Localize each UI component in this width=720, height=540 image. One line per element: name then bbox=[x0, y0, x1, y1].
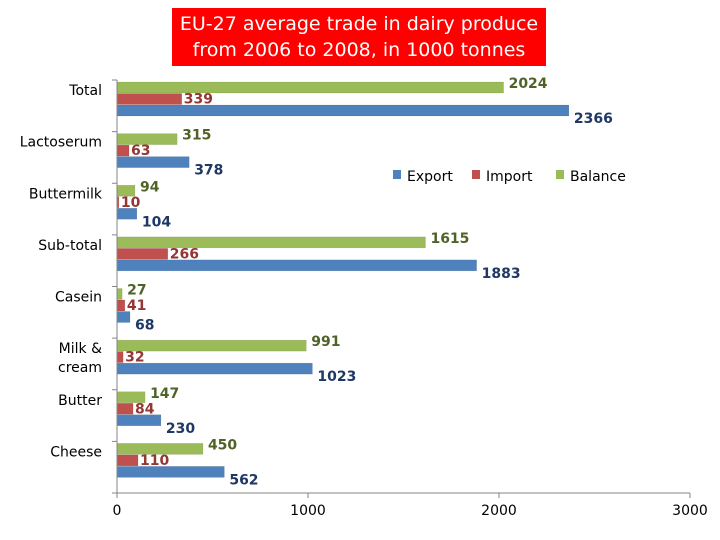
x-tick-label-0: 0 bbox=[113, 503, 122, 519]
legend-label-import: Import bbox=[486, 169, 533, 185]
data-label-balance-0: 2024 bbox=[509, 76, 548, 92]
legend-swatch-export bbox=[393, 170, 401, 179]
category-label-5-line-0: Milk & bbox=[59, 341, 102, 357]
chart-title-line-1: EU-27 average trade in dairy produce bbox=[179, 13, 539, 35]
data-label-balance-5: 991 bbox=[311, 334, 340, 350]
bar-balance-5 bbox=[116, 339, 307, 352]
data-label-export-1: 378 bbox=[194, 163, 223, 179]
data-label-import-2: 10 bbox=[121, 195, 141, 211]
bar-balance-0 bbox=[116, 81, 504, 94]
data-label-export-6: 230 bbox=[166, 421, 195, 437]
data-labels-layer: 2024339236631563378941010416152661883274… bbox=[121, 76, 613, 488]
data-label-import-6: 84 bbox=[135, 401, 155, 417]
axes-layer: Total Lactoserum Buttermilk Sub-total Casein… bbox=[20, 79, 708, 519]
bar-import-6 bbox=[116, 403, 134, 415]
data-label-export-4: 68 bbox=[135, 318, 154, 334]
category-label-6: Butter bbox=[58, 393, 102, 409]
bar-import-4 bbox=[116, 299, 126, 312]
data-label-import-0: 339 bbox=[184, 92, 213, 108]
data-label-export-0: 2366 bbox=[574, 111, 613, 127]
bar-import-3 bbox=[116, 248, 169, 260]
data-label-balance-3: 1615 bbox=[430, 231, 469, 247]
category-label-7: Cheese bbox=[50, 444, 102, 460]
bar-import-5 bbox=[116, 351, 124, 363]
legend-swatch-balance bbox=[556, 170, 564, 179]
data-label-import-4: 41 bbox=[127, 298, 146, 314]
bar-export-5 bbox=[116, 362, 313, 375]
legend-label-export: Export bbox=[407, 169, 453, 185]
category-label-1: Lactoserum bbox=[20, 135, 102, 151]
x-tick-label-1: 1000 bbox=[290, 503, 326, 519]
legend-swatch-import bbox=[472, 170, 480, 179]
data-label-balance-6: 147 bbox=[150, 386, 179, 402]
data-label-export-2: 104 bbox=[142, 214, 171, 230]
data-label-import-3: 266 bbox=[170, 246, 199, 262]
data-label-balance-7: 450 bbox=[208, 437, 237, 453]
legend-box bbox=[384, 163, 636, 187]
data-label-balance-1: 315 bbox=[182, 128, 211, 144]
bars-layer bbox=[116, 81, 570, 478]
bar-export-1 bbox=[116, 156, 190, 168]
category-label-0: Total bbox=[68, 83, 102, 99]
data-label-export-5: 1023 bbox=[317, 369, 356, 385]
legend-label-balance: Balance bbox=[570, 169, 626, 185]
bar-import-7 bbox=[116, 454, 139, 467]
bar-import-1 bbox=[116, 144, 130, 157]
data-label-import-5: 32 bbox=[125, 350, 144, 366]
data-label-export-7: 562 bbox=[229, 472, 258, 488]
data-label-import-1: 63 bbox=[131, 143, 150, 159]
x-tick-label-2: 2000 bbox=[481, 503, 517, 519]
bar-export-7 bbox=[116, 466, 225, 478]
category-label-5-line-1: cream bbox=[58, 360, 102, 376]
x-tick-label-3: 3000 bbox=[672, 503, 708, 519]
data-label-export-3: 1883 bbox=[482, 266, 521, 282]
data-label-import-7: 110 bbox=[140, 453, 169, 469]
category-label-3: Sub-total bbox=[38, 238, 102, 254]
bar-balance-3 bbox=[116, 236, 426, 249]
legend: Export Import Balance bbox=[384, 163, 636, 187]
bar-balance-4 bbox=[116, 288, 123, 300]
data-label-balance-4: 27 bbox=[127, 283, 146, 299]
category-label-4: Casein bbox=[55, 290, 102, 306]
category-label-2: Buttermilk bbox=[29, 186, 103, 202]
data-label-balance-2: 94 bbox=[140, 179, 160, 195]
bar-import-0 bbox=[116, 93, 182, 105]
chart-title-line-2: from 2006 to 2008, in 1000 tonnes bbox=[192, 39, 526, 61]
chart-title: EU-27 average trade in dairy produce fro… bbox=[172, 8, 546, 66]
